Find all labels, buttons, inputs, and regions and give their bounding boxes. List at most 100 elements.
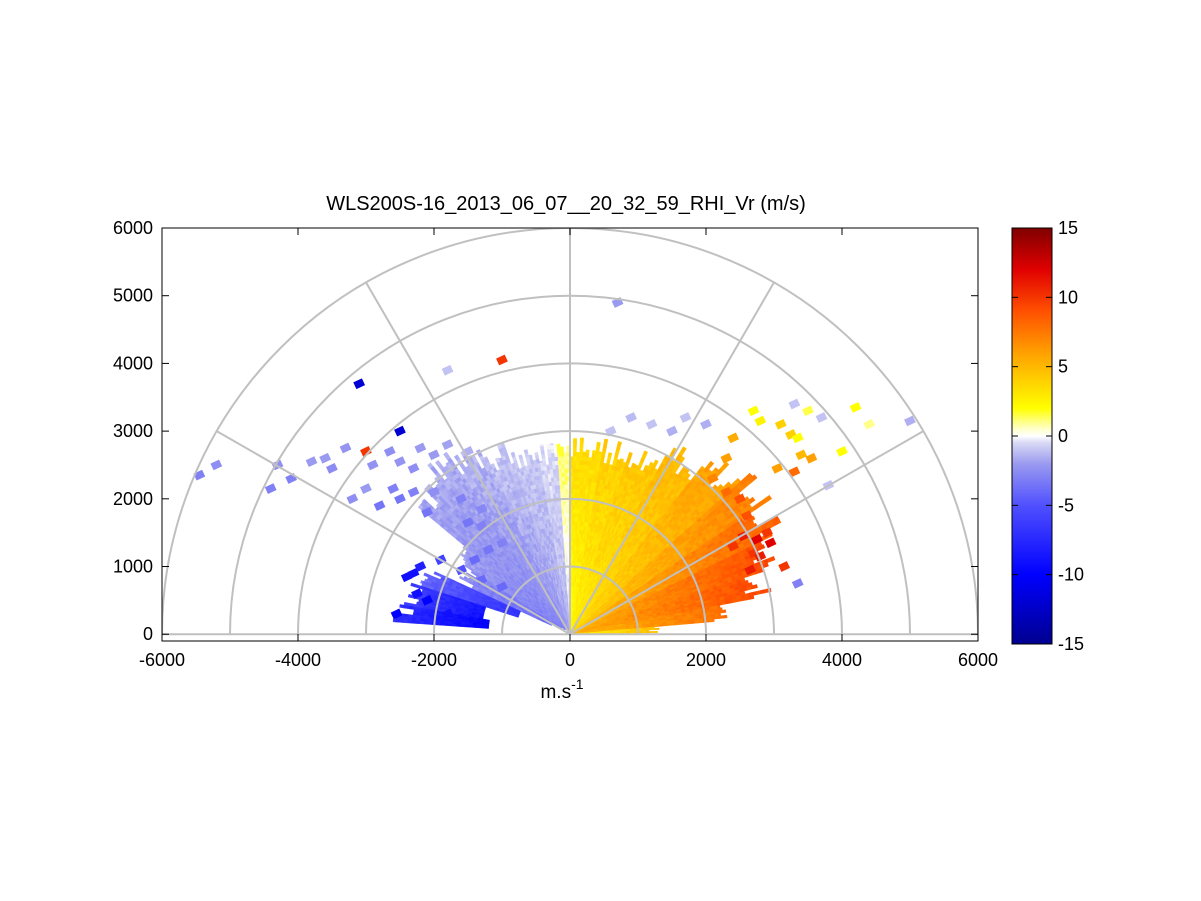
velocity-cell (559, 446, 564, 449)
velocity-cell (541, 453, 546, 459)
velocity-cell (574, 561, 577, 567)
velocity-cell (595, 482, 600, 488)
velocity-cell (576, 533, 580, 539)
velocity-cell (597, 474, 602, 480)
velocity-cell (562, 492, 566, 498)
velocity-cell (550, 448, 555, 454)
velocity-cell (588, 457, 593, 462)
velocity-cell (571, 512, 575, 518)
velocity-cell (607, 452, 613, 458)
velocity-cell (574, 488, 578, 494)
velocity-cell (577, 525, 580, 530)
velocity-cell (570, 614, 572, 619)
velocity-cell (709, 606, 715, 610)
velocity-cell (572, 476, 576, 481)
velocity-cell (578, 500, 582, 506)
velocity-cell (581, 460, 586, 466)
velocity-cell (575, 468, 579, 473)
velocity-cell (581, 468, 585, 474)
velocity-cell (613, 629, 619, 632)
velocity-cell (575, 460, 580, 465)
velocity-cell (577, 513, 581, 518)
velocity-cell (549, 443, 554, 446)
velocity-cell (722, 609, 727, 614)
velocity-cell (578, 472, 582, 478)
velocity-cell (574, 484, 579, 490)
velocity-cell (583, 468, 588, 474)
velocity-cell (572, 492, 576, 498)
velocity-cell (577, 521, 581, 526)
velocity-cell (579, 488, 583, 494)
velocity-cell (600, 458, 605, 464)
velocity-cell (589, 631, 594, 634)
velocity-cell (564, 488, 568, 494)
velocity-cell (744, 579, 749, 585)
velocity-cell (575, 541, 579, 547)
velocity-cell (573, 573, 576, 579)
velocity-cell (617, 629, 623, 632)
velocity-cell (581, 464, 586, 470)
velocity-cell (579, 437, 585, 441)
velocity-cell (560, 464, 565, 469)
velocity-cell (556, 448, 561, 453)
velocity-cell (565, 524, 569, 530)
velocity-cell (556, 443, 561, 449)
velocity-cell (609, 630, 615, 632)
velocity-cell (606, 459, 611, 465)
velocity-cell (579, 492, 583, 498)
velocity-cell (579, 452, 584, 457)
velocity-cell (705, 606, 711, 611)
velocity-cell (575, 545, 579, 551)
velocity-cell (571, 541, 574, 546)
velocity-cell (572, 586, 575, 591)
velocity-cell (558, 472, 562, 478)
velocity-cell (546, 448, 552, 454)
velocity-cell (547, 452, 552, 458)
velocity-cell (556, 452, 561, 457)
velocity-cell (582, 451, 587, 454)
velocity-cell (563, 455, 568, 461)
velocity-cell (605, 630, 611, 632)
velocity-cell (575, 464, 580, 469)
velocity-cell (646, 626, 651, 630)
velocity-cell (592, 450, 597, 455)
velocity-cell (589, 518, 593, 524)
velocity-cell (572, 594, 574, 599)
velocity-cell (579, 443, 584, 449)
velocity-cell (600, 454, 606, 460)
velocity-cell (539, 460, 543, 464)
velocity-cell (622, 629, 627, 631)
velocity-cell (594, 490, 599, 496)
velocity-cell (642, 627, 647, 630)
velocity-cell (556, 443, 561, 445)
velocity-cell (578, 504, 582, 510)
velocity-cell (654, 630, 658, 634)
velocity-cell (560, 460, 565, 465)
velocity-cell (573, 569, 576, 575)
velocity-cell (571, 557, 573, 562)
velocity-cell (557, 456, 562, 461)
velocity-cell (564, 480, 568, 485)
velocity-cell (578, 509, 582, 514)
velocity-cell (560, 451, 565, 457)
velocity-cell (564, 484, 568, 490)
velocity-cell (596, 478, 601, 484)
velocity-cell (573, 439, 578, 445)
velocity-cell (571, 606, 573, 611)
velocity-cell (718, 612, 721, 617)
velocity-cell (565, 516, 569, 522)
velocity-cell (572, 472, 576, 477)
velocity-cell (563, 460, 568, 465)
velocity-cell (574, 500, 578, 506)
velocity-cell (620, 458, 624, 461)
velocity-cell (523, 449, 529, 454)
velocity-cell (574, 480, 579, 486)
velocity-cell (580, 480, 584, 486)
velocity-cell (722, 614, 728, 619)
velocity-cell (572, 447, 577, 453)
velocity-cell (598, 466, 603, 472)
velocity-cell (579, 448, 584, 453)
velocity-cell (644, 464, 649, 470)
velocity-cell (595, 445, 601, 451)
velocity-cell (638, 627, 643, 630)
